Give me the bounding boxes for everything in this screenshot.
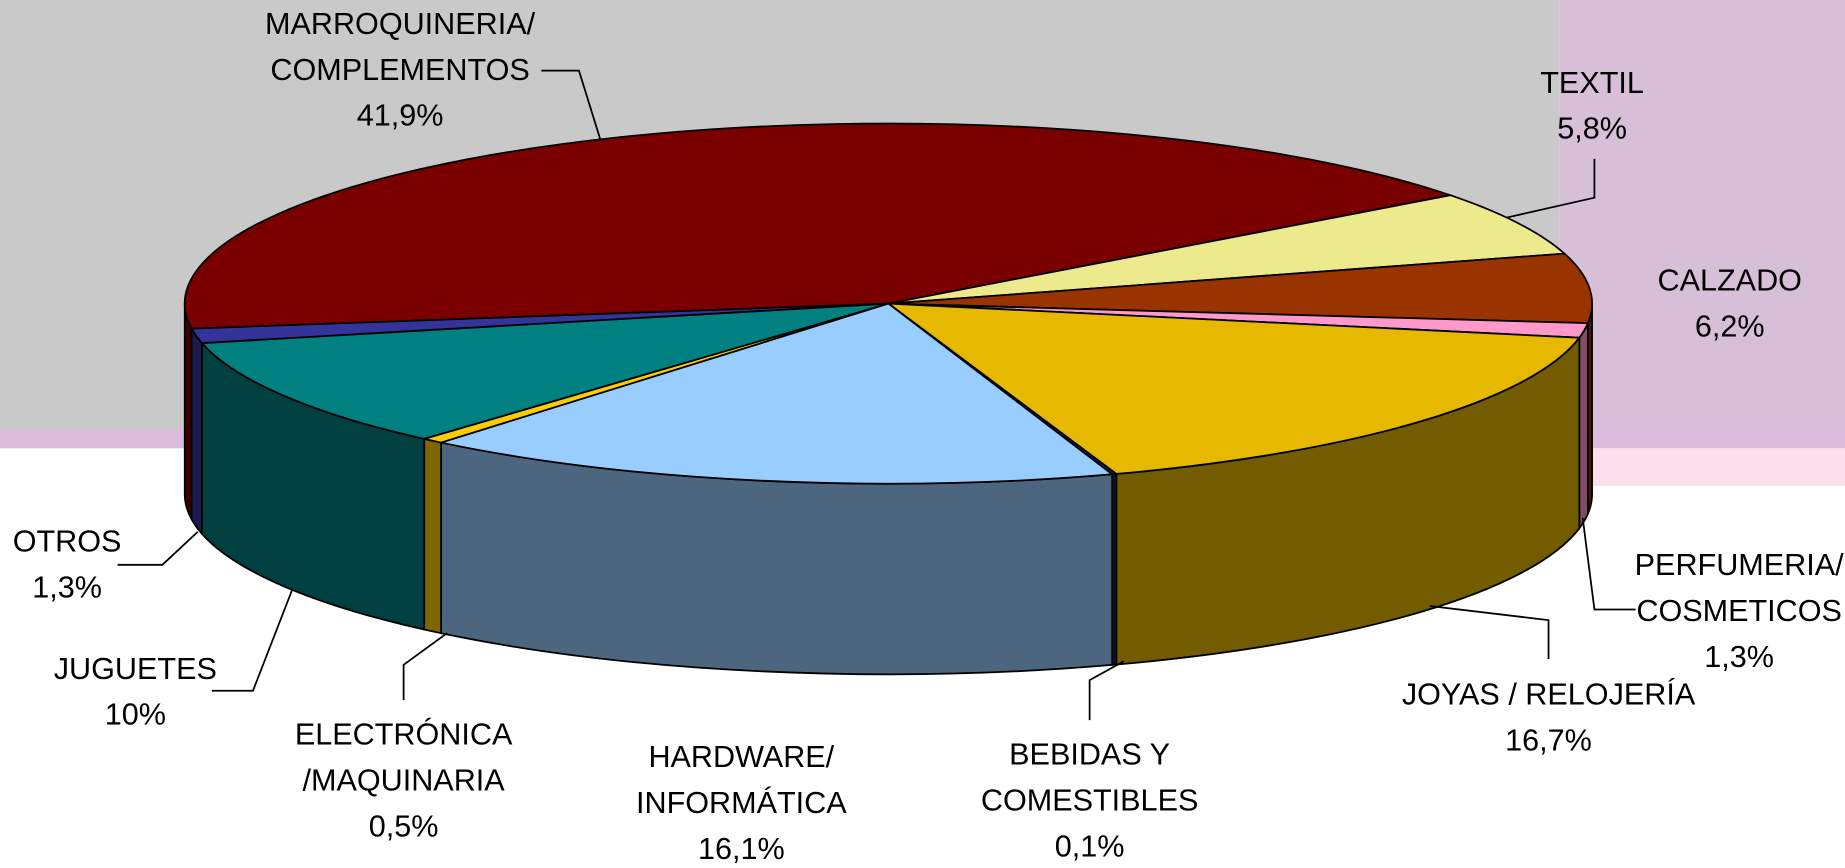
slice	[888, 194, 1567, 305]
slice-label: COSMETICOS	[1636, 594, 1842, 628]
slice-label: OTROS	[13, 525, 122, 559]
slice-label: HARDWARE/	[648, 740, 834, 774]
value-label: 0,1%	[1055, 829, 1125, 863]
leader-line	[211, 590, 293, 692]
leader-line	[541, 69, 601, 140]
slice-label: COMESTIBLES	[981, 784, 1199, 818]
value-label: 1,3%	[32, 571, 102, 605]
background-band	[1559, 0, 1845, 430]
background-strip	[1559, 448, 1845, 486]
slice	[200, 302, 889, 440]
slice	[190, 302, 889, 345]
slice-label: JUGUETES	[54, 652, 217, 686]
slice-label: MARROQUINERIA/	[265, 7, 536, 41]
slice	[183, 122, 1454, 330]
value-label: 5,8%	[1557, 112, 1627, 146]
value-label: 41,9%	[357, 99, 444, 133]
slice-side	[190, 328, 203, 537]
value-label: 1,3%	[1704, 640, 1774, 674]
slice-side	[1578, 322, 1589, 531]
leader-line	[117, 531, 199, 566]
leader-line	[1505, 158, 1596, 219]
slice-side	[183, 303, 193, 520]
leader-line	[1581, 517, 1636, 611]
slice-label: CALZADO	[1658, 263, 1802, 297]
slice-label: PERFUMERIA/	[1635, 548, 1844, 582]
slice	[888, 252, 1593, 325]
slice	[437, 302, 1115, 485]
slice-label: /MAQUINARIA	[303, 764, 506, 798]
value-label: 16,7%	[1505, 724, 1592, 758]
slice	[885, 302, 1582, 475]
value-label: 6,2%	[1695, 309, 1765, 343]
slice-label: JOYAS / RELOJERÍA	[1402, 677, 1696, 712]
leader-line	[1429, 605, 1550, 659]
slice-label: ELECTRÓNICA	[295, 717, 513, 752]
slice-label: COMPLEMENTOS	[270, 53, 529, 87]
slice-label: INFORMÁTICA	[636, 785, 847, 820]
leader-line	[402, 632, 448, 701]
slice-label: BEBIDAS Y	[1009, 738, 1170, 772]
leader-line	[1088, 660, 1125, 721]
value-label: 16,1%	[698, 832, 785, 866]
value-label: 10%	[105, 698, 166, 732]
slice-label: TEXTIL	[1540, 66, 1644, 100]
slice-side	[423, 437, 442, 635]
value-label: 0,5%	[369, 809, 439, 843]
